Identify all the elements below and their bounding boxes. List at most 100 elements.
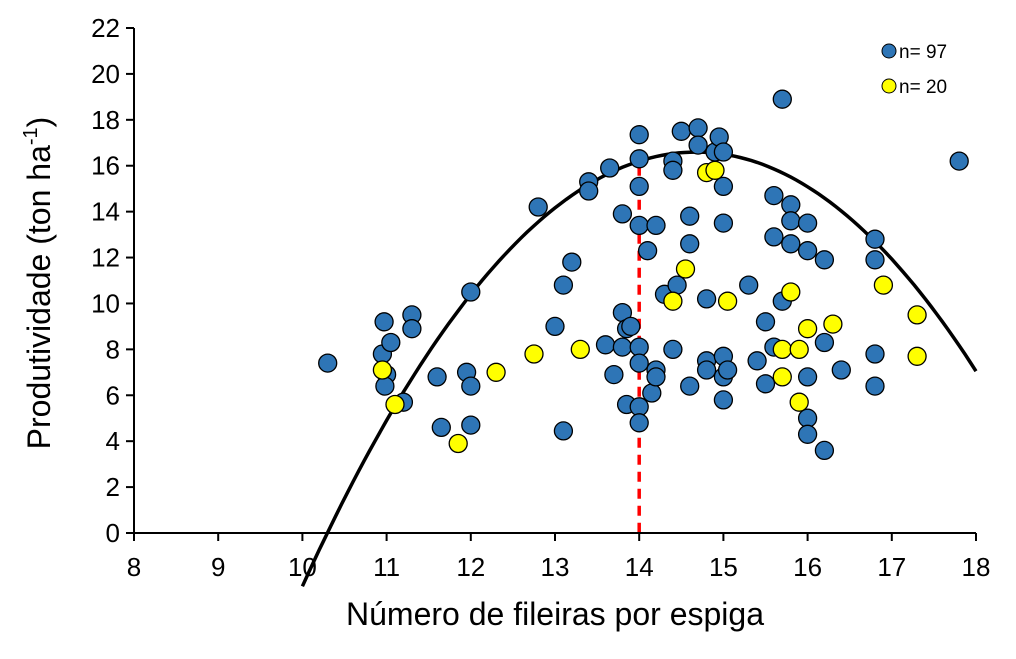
data-point-blue [814, 332, 835, 353]
y-tick-label: 2 [106, 472, 120, 502]
x-axis-ticks: 8 9 10 11 12 13 14 15 16 17 18 [127, 533, 991, 582]
data-point-blue [431, 417, 451, 438]
data-point-blue [629, 125, 649, 145]
data-point-blue [600, 158, 620, 178]
data-point-blue [461, 415, 481, 435]
data-point-blue [629, 397, 649, 417]
data-point-blue [865, 376, 885, 396]
data-point-blue [374, 312, 394, 332]
x-tick-label: 14 [625, 552, 654, 582]
legend-item-yellow: n= 20 [881, 77, 947, 98]
data-point-blue [595, 335, 616, 355]
data-point-blue [629, 176, 649, 197]
x-tick-label: 11 [373, 552, 400, 582]
data-point-blue [663, 160, 683, 180]
data-point-blue [865, 344, 885, 364]
x-tick-label: 8 [127, 552, 141, 582]
data-point-yellow [675, 259, 696, 279]
data-point-blue [680, 234, 700, 254]
data-point-blue [621, 316, 641, 337]
x-tick-label: 12 [456, 552, 485, 582]
data-point-blue [553, 275, 574, 295]
data-point-blue [717, 360, 738, 380]
data-point-blue [688, 118, 708, 138]
data-point-blue [629, 215, 649, 236]
data-point-blue [797, 367, 818, 387]
data-point-yellow [385, 394, 405, 415]
data-point-blue [604, 364, 624, 385]
data-point-blue [696, 289, 717, 309]
data-point-blue [667, 275, 687, 295]
data-point-blue [781, 234, 801, 254]
data-point-blue [637, 241, 658, 261]
data-point-blue [713, 142, 734, 162]
data-point-blue [318, 353, 338, 373]
data-point-blue [865, 229, 885, 249]
data-point-yellow [781, 282, 801, 302]
data-point-blue [755, 312, 776, 332]
data-point-yellow [448, 433, 468, 454]
x-tick-label: 13 [541, 552, 570, 582]
data-point-blue [797, 241, 818, 261]
data-point-blue [739, 275, 759, 295]
legend-label-yellow: n= 20 [899, 77, 947, 98]
data-point-blue [663, 339, 683, 360]
y-axis-title: Produtividade (ton ha-1) [20, 117, 57, 450]
x-tick-label: 9 [211, 552, 225, 582]
y-tick-label: 4 [106, 426, 120, 456]
data-point-yellow [486, 362, 506, 382]
data-point-blue [713, 213, 734, 233]
data-point-blue [671, 121, 691, 141]
data-point-blue [696, 360, 717, 380]
legend-marker-blue [881, 43, 897, 59]
data-point-blue [772, 89, 792, 109]
y-tick-label: 20 [91, 59, 120, 89]
data-point-blue [764, 185, 784, 206]
data-point-blue [642, 383, 662, 403]
data-point-yellow [789, 339, 809, 360]
data-point-yellow [717, 291, 738, 311]
y-tick-label: 12 [91, 243, 120, 273]
legend-marker-yellow [881, 78, 897, 94]
data-point-blue [865, 250, 885, 270]
x-tick-label: 16 [793, 552, 822, 582]
data-point-blue [612, 204, 633, 224]
data-points [318, 89, 969, 461]
data-point-blue [427, 367, 447, 387]
data-point-blue [461, 376, 481, 396]
data-point-blue [814, 250, 835, 270]
data-point-blue [553, 421, 574, 441]
x-tick-label: 18 [962, 552, 991, 582]
data-point-yellow [907, 346, 927, 366]
data-point-yellow [524, 344, 544, 364]
y-tick-label: 0 [106, 518, 120, 548]
y-tick-label: 18 [91, 105, 120, 135]
y-tick-label: 10 [91, 288, 120, 318]
data-point-blue [562, 252, 582, 272]
legend: n= 97 n= 20 [881, 42, 947, 98]
data-point-blue [680, 206, 700, 226]
y-tick-label: 16 [91, 151, 120, 181]
data-point-yellow [789, 392, 809, 412]
y-tick-label: 8 [106, 334, 120, 364]
x-tick-label: 15 [709, 552, 738, 582]
data-point-blue [402, 319, 422, 339]
data-point-blue [949, 151, 969, 171]
data-point-yellow [772, 367, 792, 387]
data-point-blue [545, 316, 565, 337]
data-point-blue [747, 351, 767, 371]
data-point-yellow [907, 305, 927, 325]
legend-item-blue: n= 97 [881, 42, 947, 63]
data-point-blue [381, 332, 401, 353]
y-tick-label: 6 [106, 380, 120, 410]
data-point-yellow [663, 291, 683, 311]
data-point-blue [797, 408, 818, 428]
data-point-blue [629, 353, 649, 373]
data-point-yellow [823, 314, 843, 334]
data-point-blue [375, 376, 395, 396]
data-point-yellow [797, 319, 818, 339]
data-point-blue [646, 367, 666, 387]
data-point-blue [629, 413, 649, 433]
x-tick-label: 17 [877, 552, 906, 582]
